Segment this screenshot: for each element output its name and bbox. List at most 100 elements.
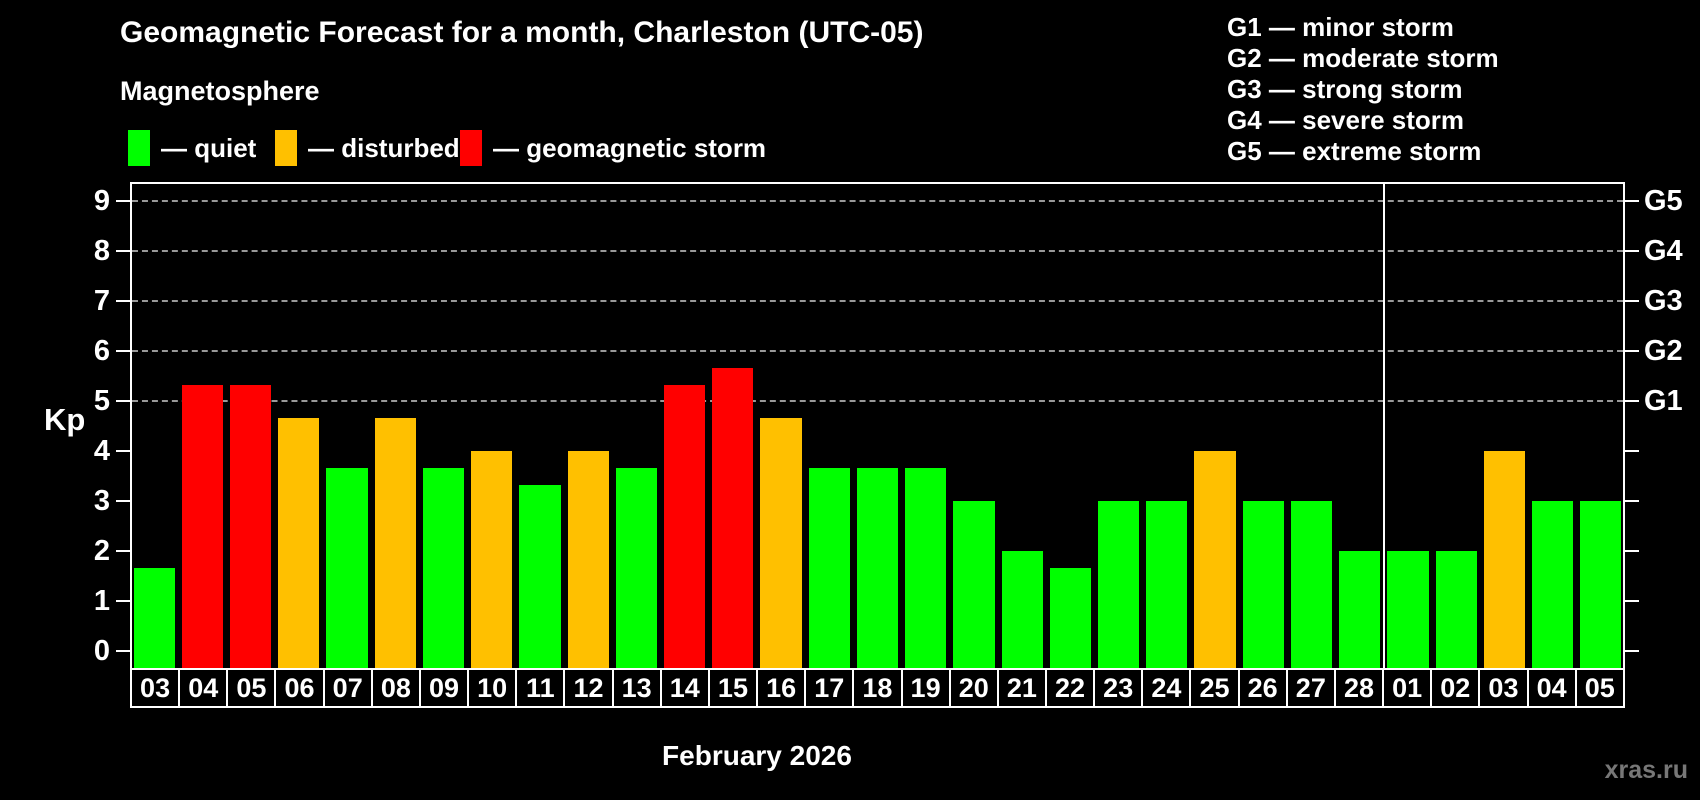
- bar-day-06: [278, 417, 320, 668]
- date-box-25-27: 27: [1287, 670, 1336, 706]
- date-box-2-04: 04: [180, 670, 229, 706]
- y-tick-right-4: [1625, 450, 1639, 452]
- y-tick-left-3: [116, 500, 130, 502]
- bar-day-14: [663, 384, 706, 668]
- disturbed-swatch-icon: [275, 130, 297, 166]
- g-scale-item-4: G4 — severe storm: [1227, 105, 1465, 135]
- date-box-30-04: 04: [1528, 670, 1577, 706]
- magnetosphere-legend-title: Magnetosphere: [120, 76, 320, 106]
- chart-title: Geomagnetic Forecast for a month, Charle…: [120, 16, 924, 49]
- date-box-28-02: 02: [1432, 670, 1481, 706]
- gridline-kp6: [132, 350, 1623, 352]
- date-box-21-23: 23: [1095, 670, 1144, 706]
- bar-day-03: [133, 567, 175, 668]
- gridline-kp5: [132, 400, 1623, 402]
- y-tick-label-0: 0: [93, 635, 110, 667]
- g-scale-legend: G1 — minor storm G2 — moderate storm G3 — …: [1227, 12, 1499, 167]
- y-axis-title: Kp: [44, 402, 86, 437]
- gridline-kp7: [132, 300, 1623, 302]
- y-tick-label-2: 2: [93, 535, 110, 567]
- bar-day-27: [1290, 501, 1333, 668]
- bar-day-03: [1483, 451, 1526, 668]
- y-tick-label-4: 4: [93, 435, 110, 467]
- bar-day-11: [519, 484, 561, 668]
- g-axis-label-g2: G2: [1644, 335, 1683, 367]
- y-tick-left-6: [116, 350, 130, 352]
- y-tick-right-2: [1625, 550, 1639, 552]
- bar-day-05: [1580, 501, 1622, 668]
- date-box-15-17: 17: [806, 670, 855, 706]
- bar-day-08: [374, 417, 416, 668]
- g-scale-item-2: G2 — moderate storm: [1227, 43, 1499, 73]
- bar-day-04: [1532, 501, 1574, 668]
- bar-day-09: [422, 467, 465, 668]
- date-box-9-11: 11: [517, 670, 566, 706]
- bar-day-01: [1387, 551, 1429, 668]
- legend-label-storm: — geomagnetic storm: [493, 132, 767, 163]
- watermark: xras.ru: [1604, 756, 1688, 784]
- y-tick-label-8: 8: [93, 235, 110, 267]
- quiet-swatch-icon: [128, 130, 150, 166]
- g-scale-item-1: G1 — minor storm: [1227, 12, 1454, 42]
- y-tick-right-8: [1625, 250, 1639, 252]
- date-box-29-03: 03: [1480, 670, 1529, 706]
- plot-area: [130, 182, 1625, 668]
- bar-day-19: [905, 467, 947, 668]
- date-box-17-19: 19: [902, 670, 951, 706]
- y-tick-left-9: [116, 200, 130, 202]
- y-tick-left-4: [116, 450, 130, 452]
- bar-day-18: [856, 467, 899, 668]
- date-box-8-10: 10: [469, 670, 518, 706]
- y-tick-right-1: [1625, 600, 1639, 602]
- y-tick-left-2: [116, 550, 130, 552]
- gridline-kp9: [132, 200, 1623, 202]
- date-box-11-13: 13: [613, 670, 662, 706]
- bar-day-13: [615, 467, 657, 668]
- y-tick-right-6: [1625, 350, 1639, 352]
- y-tick-left-8: [116, 250, 130, 252]
- date-box-18-20: 20: [950, 670, 999, 706]
- date-box-26-28: 28: [1335, 670, 1385, 706]
- date-box-23-25: 25: [1191, 670, 1240, 706]
- y-tick-right-5: [1625, 400, 1639, 402]
- legend-label-quiet: — quiet: [161, 132, 257, 163]
- bar-day-25: [1194, 451, 1236, 668]
- g-axis-label-g4: G4: [1644, 235, 1683, 267]
- x-axis-title: February 2026: [662, 740, 852, 771]
- date-box-12-14: 14: [661, 670, 710, 706]
- y-tick-right-9: [1625, 200, 1639, 202]
- y-tick-label-5: 5: [93, 385, 110, 417]
- date-box-7-09: 09: [420, 670, 470, 706]
- y-axis-line: [130, 182, 132, 668]
- bar-day-02: [1435, 551, 1477, 668]
- date-box-31-05: 05: [1576, 670, 1623, 706]
- bar-day-23: [1098, 501, 1140, 668]
- g-axis-label-g1: G1: [1644, 385, 1683, 417]
- bar-day-28: [1339, 551, 1381, 668]
- bar-day-12: [567, 451, 609, 668]
- legend-item-disturbed: — disturbed: [275, 128, 460, 168]
- date-box-13-15: 15: [709, 670, 759, 706]
- y-tick-label-3: 3: [93, 485, 110, 517]
- g-scale-item-5: G5 — extreme storm: [1227, 136, 1482, 166]
- y-tick-right-0: [1625, 650, 1639, 652]
- date-box-5-07: 07: [324, 670, 373, 706]
- bar-day-05: [229, 384, 272, 668]
- bar-day-07: [326, 467, 368, 668]
- legend-label-disturbed: — disturbed: [308, 132, 460, 163]
- bar-day-21: [1001, 551, 1043, 668]
- month-divider-line: [1382, 182, 1385, 668]
- bar-day-24: [1146, 501, 1188, 668]
- right-axis-line: [1623, 182, 1625, 668]
- date-box-16-18: 18: [854, 670, 903, 706]
- date-box-19-21: 21: [998, 670, 1047, 706]
- date-box-24-26: 26: [1239, 670, 1288, 706]
- date-box-14-16: 16: [758, 670, 807, 706]
- gridline-kp8: [132, 250, 1623, 252]
- bar-day-22: [1049, 567, 1091, 668]
- g-scale-item-3: G3 — strong storm: [1227, 74, 1463, 104]
- g-axis-label-g5: G5: [1644, 185, 1683, 217]
- y-tick-label-1: 1: [93, 585, 110, 617]
- date-box-20-22: 22: [1046, 670, 1096, 706]
